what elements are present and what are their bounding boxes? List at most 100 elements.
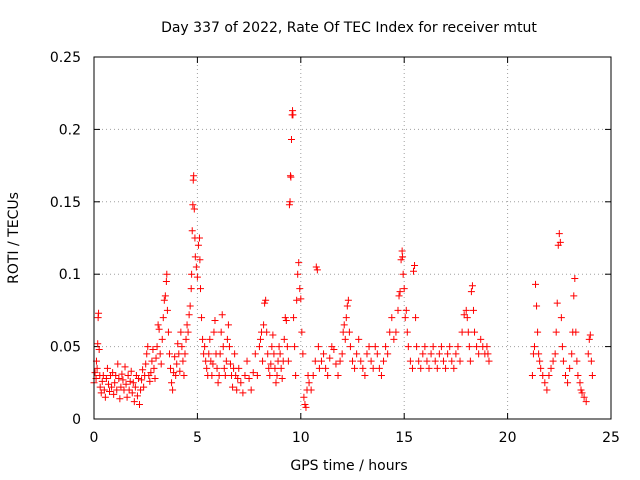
data-point — [93, 364, 101, 372]
data-point — [402, 306, 410, 314]
data-point — [192, 263, 200, 271]
data-point — [397, 256, 405, 264]
data-point — [245, 374, 253, 382]
data-point — [269, 331, 277, 339]
data-point — [458, 328, 466, 336]
data-point — [281, 314, 289, 322]
data-point — [535, 350, 543, 358]
x-tick-label: 20 — [499, 430, 517, 446]
data-point — [194, 241, 202, 249]
data-point — [116, 395, 124, 403]
data-point — [260, 321, 268, 329]
data-point — [305, 379, 313, 387]
data-point — [96, 383, 104, 391]
data-point — [375, 364, 383, 372]
data-point — [278, 374, 286, 382]
data-point — [289, 111, 297, 119]
data-point — [157, 360, 165, 368]
data-point — [467, 288, 475, 296]
data-point — [131, 383, 139, 391]
data-point — [98, 377, 106, 385]
data-point — [530, 343, 538, 351]
data-point — [152, 354, 160, 362]
data-point — [198, 314, 206, 322]
data-point — [361, 372, 369, 380]
data-point — [220, 364, 228, 372]
data-point — [125, 386, 133, 394]
data-point — [534, 328, 542, 336]
data-point — [97, 389, 105, 397]
data-point — [229, 383, 237, 391]
data-point — [290, 314, 298, 322]
data-point — [210, 328, 218, 336]
data-point — [469, 306, 477, 314]
data-point — [191, 253, 199, 261]
data-point — [421, 343, 429, 351]
data-point — [154, 321, 162, 329]
data-point — [225, 343, 233, 351]
data-point — [396, 288, 404, 296]
data-point — [174, 340, 182, 348]
data-point — [187, 285, 195, 293]
data-point — [388, 314, 396, 322]
data-point — [536, 357, 544, 365]
data-point — [111, 379, 119, 387]
data-point — [118, 370, 126, 378]
data-point — [108, 383, 116, 391]
data-point — [255, 343, 263, 351]
data-point — [114, 360, 122, 368]
data-point — [253, 372, 261, 380]
data-point — [156, 350, 164, 358]
data-point — [162, 277, 170, 285]
data-point — [576, 379, 584, 387]
data-point — [109, 369, 117, 377]
data-point — [172, 372, 180, 380]
data-point — [234, 374, 242, 382]
data-point — [197, 285, 205, 293]
data-point — [551, 350, 559, 358]
data-point — [399, 253, 407, 261]
data-point — [392, 328, 400, 336]
data-point — [95, 345, 103, 353]
data-point — [171, 353, 179, 361]
data-point — [119, 376, 127, 384]
data-point — [390, 335, 398, 343]
data-point — [276, 350, 284, 358]
data-point — [452, 350, 460, 358]
data-point — [415, 357, 423, 365]
data-point — [167, 364, 175, 372]
data-point — [463, 314, 471, 322]
data-point — [176, 367, 184, 375]
data-point — [263, 328, 271, 336]
data-point — [399, 270, 407, 278]
data-point — [211, 317, 219, 325]
data-point — [231, 350, 239, 358]
data-point — [456, 357, 464, 365]
data-point — [342, 314, 350, 322]
data-point — [127, 367, 135, 375]
data-point — [270, 350, 278, 358]
data-point — [475, 350, 483, 358]
data-point — [448, 357, 456, 365]
data-point — [265, 364, 273, 372]
data-point — [243, 357, 251, 365]
data-point — [545, 372, 553, 380]
data-point — [206, 335, 214, 343]
data-point — [317, 357, 325, 365]
data-point — [91, 369, 99, 377]
data-point — [190, 205, 198, 213]
data-point — [163, 270, 171, 278]
data-point — [122, 380, 130, 388]
data-point — [297, 295, 305, 303]
data-point — [123, 393, 131, 401]
data-point — [285, 201, 293, 209]
data-point — [477, 335, 485, 343]
data-point — [435, 350, 443, 358]
data-point — [322, 364, 330, 372]
data-point — [468, 282, 476, 290]
data-point — [159, 314, 167, 322]
data-point — [199, 335, 207, 343]
data-point — [261, 299, 269, 307]
data-point — [209, 360, 217, 368]
data-point — [320, 350, 328, 358]
